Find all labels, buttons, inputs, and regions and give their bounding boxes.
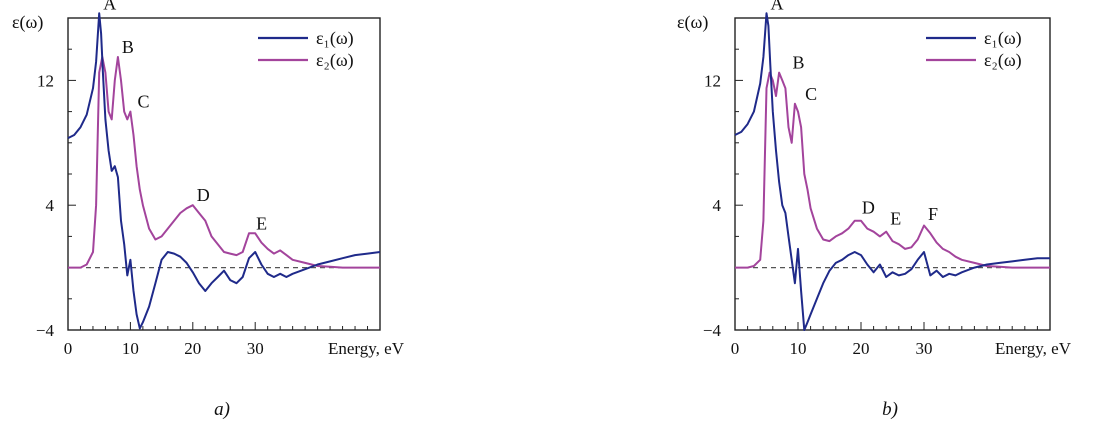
peak-label-a: A	[103, 0, 116, 13]
y-tick-label: 4	[46, 196, 55, 215]
peak-label-a: A	[771, 0, 784, 13]
peak-label-e: E	[256, 213, 267, 233]
x-tick-label: 20	[853, 339, 870, 358]
chart-panel-b: 0 10 20 30 −4 4 12 ε(ω) Energy, eV ε₁(ω)ε₂(ω) A BC D…	[677, 0, 1072, 420]
series-line-eps1	[67, 12, 381, 330]
y-axis-label: ε(ω)	[12, 12, 43, 33]
y-tick-label: 12	[704, 71, 721, 90]
chart-panel-a: 0 10 20 30 −4 4 12 ε(ω) Energy, eV ε₁(ω)ε₂(ω) A B C D…	[12, 0, 405, 420]
legend-label: ε₁(ω)	[316, 28, 354, 49]
x-tick-label: 30	[916, 339, 933, 358]
y-tick-label: 4	[713, 196, 722, 215]
legend-label: ε₂(ω)	[984, 50, 1022, 71]
peak-label-c: C	[805, 84, 817, 104]
series-line-eps2	[735, 71, 1050, 269]
legend-label: ε₁(ω)	[984, 28, 1022, 49]
y-tick-label: −4	[703, 321, 722, 340]
x-tick-label: 10	[790, 339, 807, 358]
y-tick-label: −4	[36, 321, 55, 340]
peak-label-b: B	[122, 37, 134, 57]
x-tick-label: 0	[731, 339, 740, 358]
y-tick-label: 12	[37, 71, 54, 90]
y-axis-label: ε(ω)	[677, 12, 708, 33]
peak-label-f: F	[928, 204, 938, 224]
series-line-eps1	[734, 12, 1050, 331]
peak-label-d: D	[197, 185, 210, 205]
figure-caption: a)	[214, 399, 230, 420]
legend-label: ε₂(ω)	[316, 50, 354, 71]
peak-label-e: E	[890, 209, 901, 229]
x-axis-label: Energy, eV	[328, 339, 405, 358]
x-tick-label: 10	[122, 339, 139, 358]
x-axis-label: Energy, eV	[995, 339, 1072, 358]
x-tick-label: 20	[184, 339, 201, 358]
figure-caption: b)	[882, 399, 898, 420]
peak-label-b: B	[793, 53, 805, 73]
peak-label-d: D	[862, 198, 875, 218]
peak-label-c: C	[138, 92, 150, 112]
series-line-eps2	[68, 56, 380, 269]
x-tick-label: 0	[64, 339, 73, 358]
x-tick-label: 30	[247, 339, 264, 358]
